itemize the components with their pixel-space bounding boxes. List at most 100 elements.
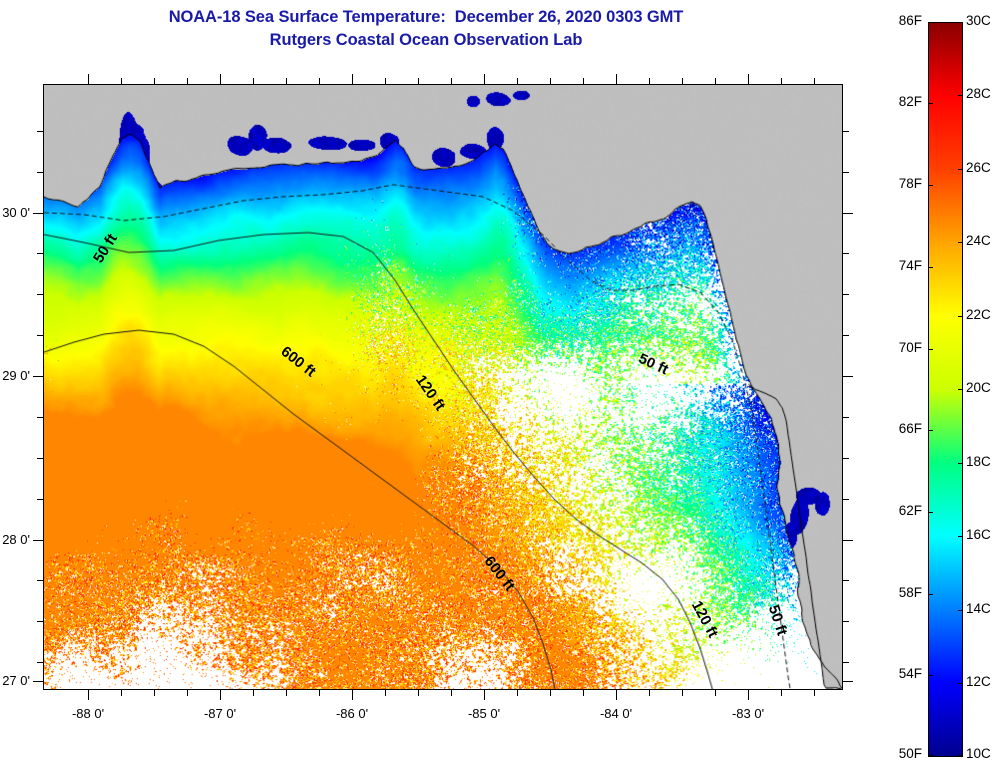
y-axis-tick — [37, 172, 43, 173]
colorbar-tick-f — [928, 755, 933, 756]
y-axis-label: 27 0' — [2, 673, 30, 688]
x-axis-tick-top — [781, 78, 782, 84]
x-axis-tick-top — [682, 78, 683, 84]
colorbar-tick-f — [928, 430, 933, 431]
x-axis-tick-top — [616, 74, 617, 84]
colorbar-label-celsius: 18C — [966, 454, 991, 469]
colorbar-label-fahrenheit: 54F — [898, 666, 922, 681]
colorbar-tick-c — [958, 242, 963, 243]
x-axis-tick-top — [352, 74, 353, 84]
y-axis-tick-right — [843, 621, 849, 622]
page-title: NOAA-18 Sea Surface Temperature: Decembe… — [168, 8, 684, 26]
x-axis-tick — [781, 690, 782, 696]
colorbar-tick-c — [958, 169, 963, 170]
y-axis-tick-right — [843, 253, 849, 254]
colorbar-tick-c — [958, 755, 963, 756]
colorbar-label-celsius: 12C — [966, 674, 991, 689]
x-axis-tick-top — [814, 78, 815, 84]
x-axis-label: -88 0' — [71, 706, 105, 721]
x-axis-tick-top — [319, 78, 320, 84]
colorbar — [928, 22, 963, 757]
x-axis-tick-top — [154, 78, 155, 84]
x-axis-label: -87 0' — [203, 706, 237, 721]
x-axis-tick — [88, 690, 89, 700]
x-axis-tick — [286, 690, 287, 696]
colorbar-label-celsius: 14C — [966, 601, 991, 616]
x-axis-tick-top — [649, 78, 650, 84]
x-axis-label: -83 0' — [731, 706, 765, 721]
x-axis-tick — [220, 690, 221, 700]
x-axis-tick-top — [451, 78, 452, 84]
x-axis-tick — [451, 690, 452, 696]
colorbar-label-fahrenheit: 74F — [898, 258, 922, 273]
y-axis-tick-right — [843, 172, 849, 173]
colorbar-label-fahrenheit: 86F — [898, 13, 922, 28]
y-axis-tick — [33, 213, 43, 214]
x-axis-tick — [385, 690, 386, 696]
y-axis-tick-right — [843, 417, 849, 418]
y-axis-tick-right — [843, 499, 849, 500]
x-axis-tick-top — [220, 74, 221, 84]
x-axis-tick — [715, 690, 716, 696]
y-axis-tick — [33, 540, 43, 541]
y-axis-tick — [37, 417, 43, 418]
colorbar-tick-c — [958, 389, 963, 390]
y-axis-tick-right — [843, 458, 849, 459]
y-axis-tick-right — [843, 540, 853, 541]
colorbar-label-celsius: 10C — [966, 746, 991, 761]
colorbar-tick-c — [958, 463, 963, 464]
colorbar-label-celsius: 30C — [966, 13, 991, 28]
x-axis-tick — [154, 690, 155, 696]
y-axis-tick-right — [843, 662, 849, 663]
chart-title-block: NOAA-18 Sea Surface Temperature: Decembe… — [0, 6, 852, 52]
colorbar-label-celsius: 26C — [966, 160, 991, 175]
y-axis-tick-right — [843, 580, 849, 581]
y-axis-tick — [37, 131, 43, 132]
colorbar-label-celsius: 24C — [966, 233, 991, 248]
y-axis-label: 28 0' — [2, 532, 30, 547]
x-axis-tick-top — [88, 74, 89, 84]
x-axis-tick — [682, 690, 683, 696]
x-axis-tick-top — [748, 74, 749, 84]
colorbar-label-celsius: 22C — [966, 307, 991, 322]
colorbar-label-fahrenheit: 66F — [898, 421, 922, 436]
x-axis-tick — [418, 690, 419, 696]
y-axis-tick — [33, 376, 43, 377]
colorbar-label-fahrenheit: 82F — [898, 94, 922, 109]
colorbar-label-fahrenheit: 62F — [898, 503, 922, 518]
y-axis-label: 29 0' — [2, 368, 30, 383]
colorbar-label-fahrenheit: 50F — [898, 746, 922, 761]
colorbar-tick-f — [928, 512, 933, 513]
x-axis-tick — [814, 690, 815, 696]
page-subtitle: Rutgers Coastal Ocean Observation Lab — [269, 31, 583, 49]
x-axis-tick-top — [187, 78, 188, 84]
y-axis-tick — [37, 458, 43, 459]
colorbar-tick-f — [928, 349, 933, 350]
x-axis-tick-top — [517, 78, 518, 84]
y-axis-tick — [33, 681, 43, 682]
x-axis-tick — [616, 690, 617, 700]
x-axis-tick-top — [583, 78, 584, 84]
colorbar-label-fahrenheit: 78F — [898, 176, 922, 191]
sst-heatmap-canvas — [44, 85, 842, 689]
x-axis-tick-top — [550, 78, 551, 84]
x-axis-tick-top — [418, 78, 419, 84]
colorbar-label-celsius: 28C — [966, 86, 991, 101]
x-axis-tick-top — [385, 78, 386, 84]
y-axis-tick-right — [843, 294, 849, 295]
y-axis-tick-right — [843, 681, 853, 682]
colorbar-tick-f — [928, 267, 933, 268]
x-axis-tick — [352, 690, 353, 700]
x-axis-tick — [583, 690, 584, 696]
x-axis-tick — [484, 690, 485, 700]
colorbar-label-celsius: 20C — [966, 380, 991, 395]
x-axis-label: -86 0' — [335, 706, 369, 721]
colorbar-tick-c — [958, 610, 963, 611]
y-axis-tick — [37, 294, 43, 295]
colorbar-tick-c — [958, 95, 963, 96]
sst-map-plot[interactable]: 50 ft 600 ft 120 ft 50 ft 600 ft 120 ft 50 ft — [43, 84, 843, 690]
x-axis-tick — [550, 690, 551, 696]
colorbar-tick-f — [928, 103, 933, 104]
x-axis-tick — [748, 690, 749, 700]
y-axis-tick — [37, 662, 43, 663]
